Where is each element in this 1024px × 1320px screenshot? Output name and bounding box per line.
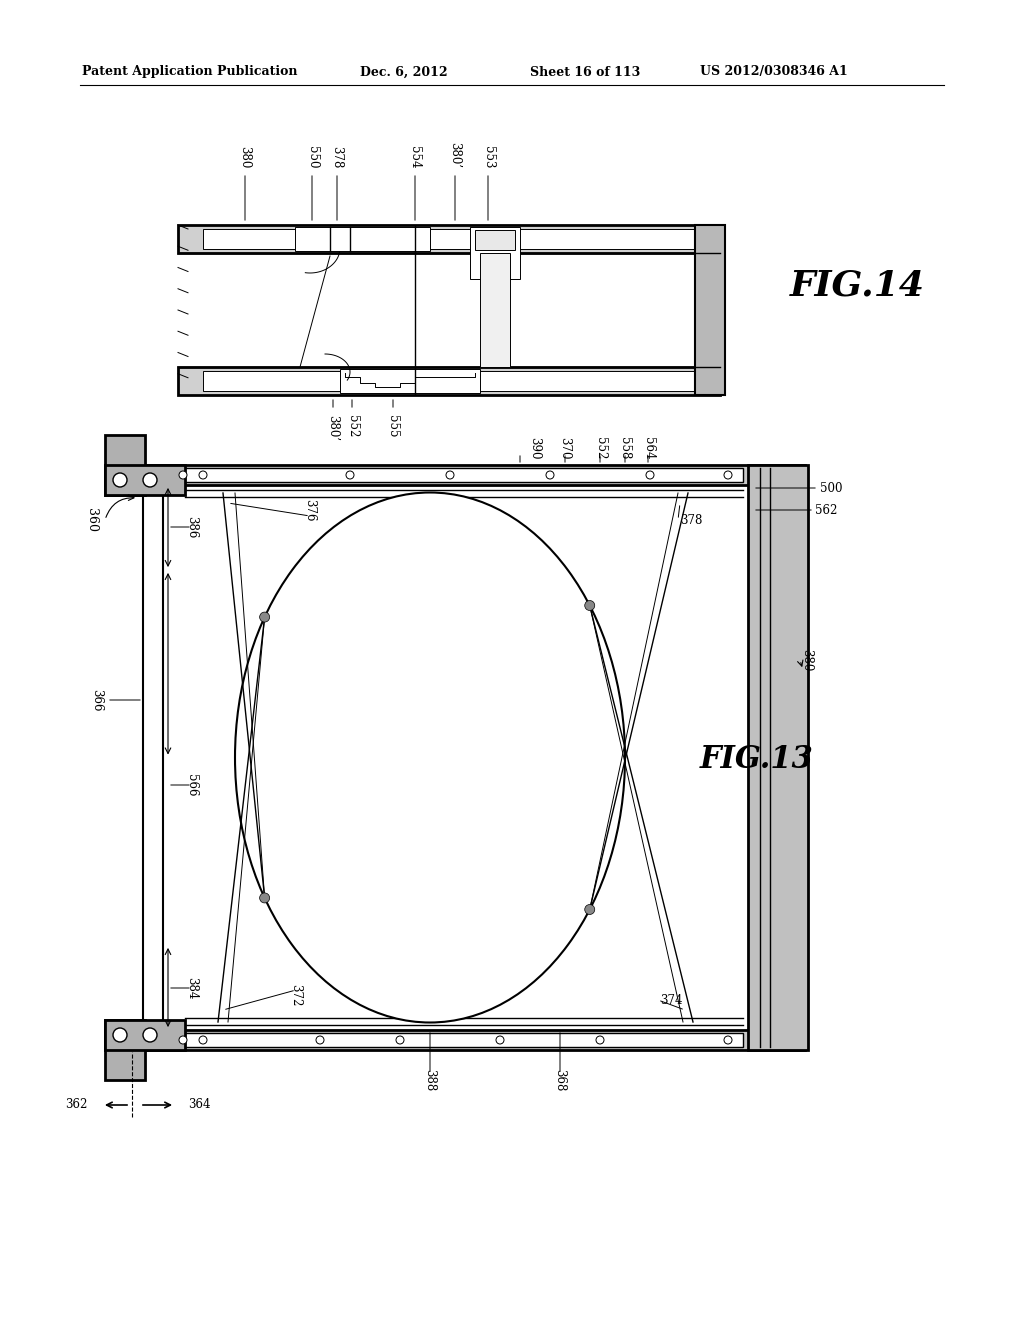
Bar [748,465,808,1049]
Text: 374: 374 [660,994,683,1006]
Text: 380: 380 [800,649,813,671]
Circle shape [496,1036,504,1044]
Circle shape [724,471,732,479]
Circle shape [143,473,157,487]
Text: 550: 550 [305,145,318,168]
Text: 562: 562 [815,503,838,516]
Text: 552: 552 [594,437,606,459]
Text: 566: 566 [185,774,198,796]
Circle shape [724,1036,732,1044]
Bar [178,224,720,253]
Circle shape [113,473,127,487]
Bar [203,371,695,391]
Bar [340,370,480,393]
Text: 376: 376 [303,499,316,521]
Text: FIG.13: FIG.13 [700,744,814,776]
Bar [105,1020,145,1080]
Bar [168,1034,743,1047]
Text: 360: 360 [85,508,98,532]
Text: 564: 564 [641,437,654,459]
Bar [105,1030,805,1049]
Circle shape [113,1028,127,1041]
Text: 390: 390 [528,437,542,459]
Bar [480,253,510,367]
Text: 372: 372 [290,983,302,1006]
Text: 362: 362 [66,1098,88,1111]
Circle shape [546,471,554,479]
Text: 384: 384 [185,977,198,999]
Text: Patent Application Publication: Patent Application Publication [82,66,298,78]
Text: 553: 553 [481,145,495,168]
Ellipse shape [234,492,625,1023]
Circle shape [260,612,269,622]
Bar [295,227,430,251]
Text: 552: 552 [345,414,358,437]
Text: Sheet 16 of 113: Sheet 16 of 113 [530,66,640,78]
Bar [168,469,743,482]
Text: 554: 554 [409,145,422,168]
Text: 378: 378 [680,513,702,527]
Text: 368: 368 [554,1069,566,1092]
Text: 364: 364 [188,1098,211,1111]
Text: 380: 380 [239,145,252,168]
Bar [178,367,720,395]
Circle shape [179,471,187,479]
Text: 500: 500 [820,482,843,495]
Text: 378: 378 [331,145,343,168]
Circle shape [646,471,654,479]
Bar [475,230,515,249]
Text: 386: 386 [185,516,198,539]
Bar [105,1020,185,1049]
Text: 388: 388 [424,1069,436,1092]
Text: 366: 366 [90,689,103,711]
Bar [105,436,145,495]
Bar [203,228,695,249]
Text: 380’: 380’ [327,414,340,441]
Circle shape [143,1028,157,1041]
Bar [143,484,163,1030]
Text: Dec. 6, 2012: Dec. 6, 2012 [360,66,447,78]
Text: 380’: 380’ [449,141,462,168]
Circle shape [596,1036,604,1044]
Bar [470,227,520,279]
Circle shape [199,1036,207,1044]
Circle shape [316,1036,324,1044]
Text: US 2012/0308346 A1: US 2012/0308346 A1 [700,66,848,78]
Circle shape [585,904,595,915]
Circle shape [396,1036,404,1044]
Bar [105,465,805,484]
Text: 555: 555 [386,414,399,437]
Circle shape [585,601,595,611]
Text: 558: 558 [618,437,632,459]
Text: FIG.14: FIG.14 [790,268,925,302]
Circle shape [260,892,269,903]
Circle shape [179,1036,187,1044]
Text: 370: 370 [558,437,571,459]
Circle shape [346,471,354,479]
Circle shape [446,471,454,479]
Bar [105,465,185,495]
Circle shape [199,471,207,479]
Bar [695,224,725,395]
